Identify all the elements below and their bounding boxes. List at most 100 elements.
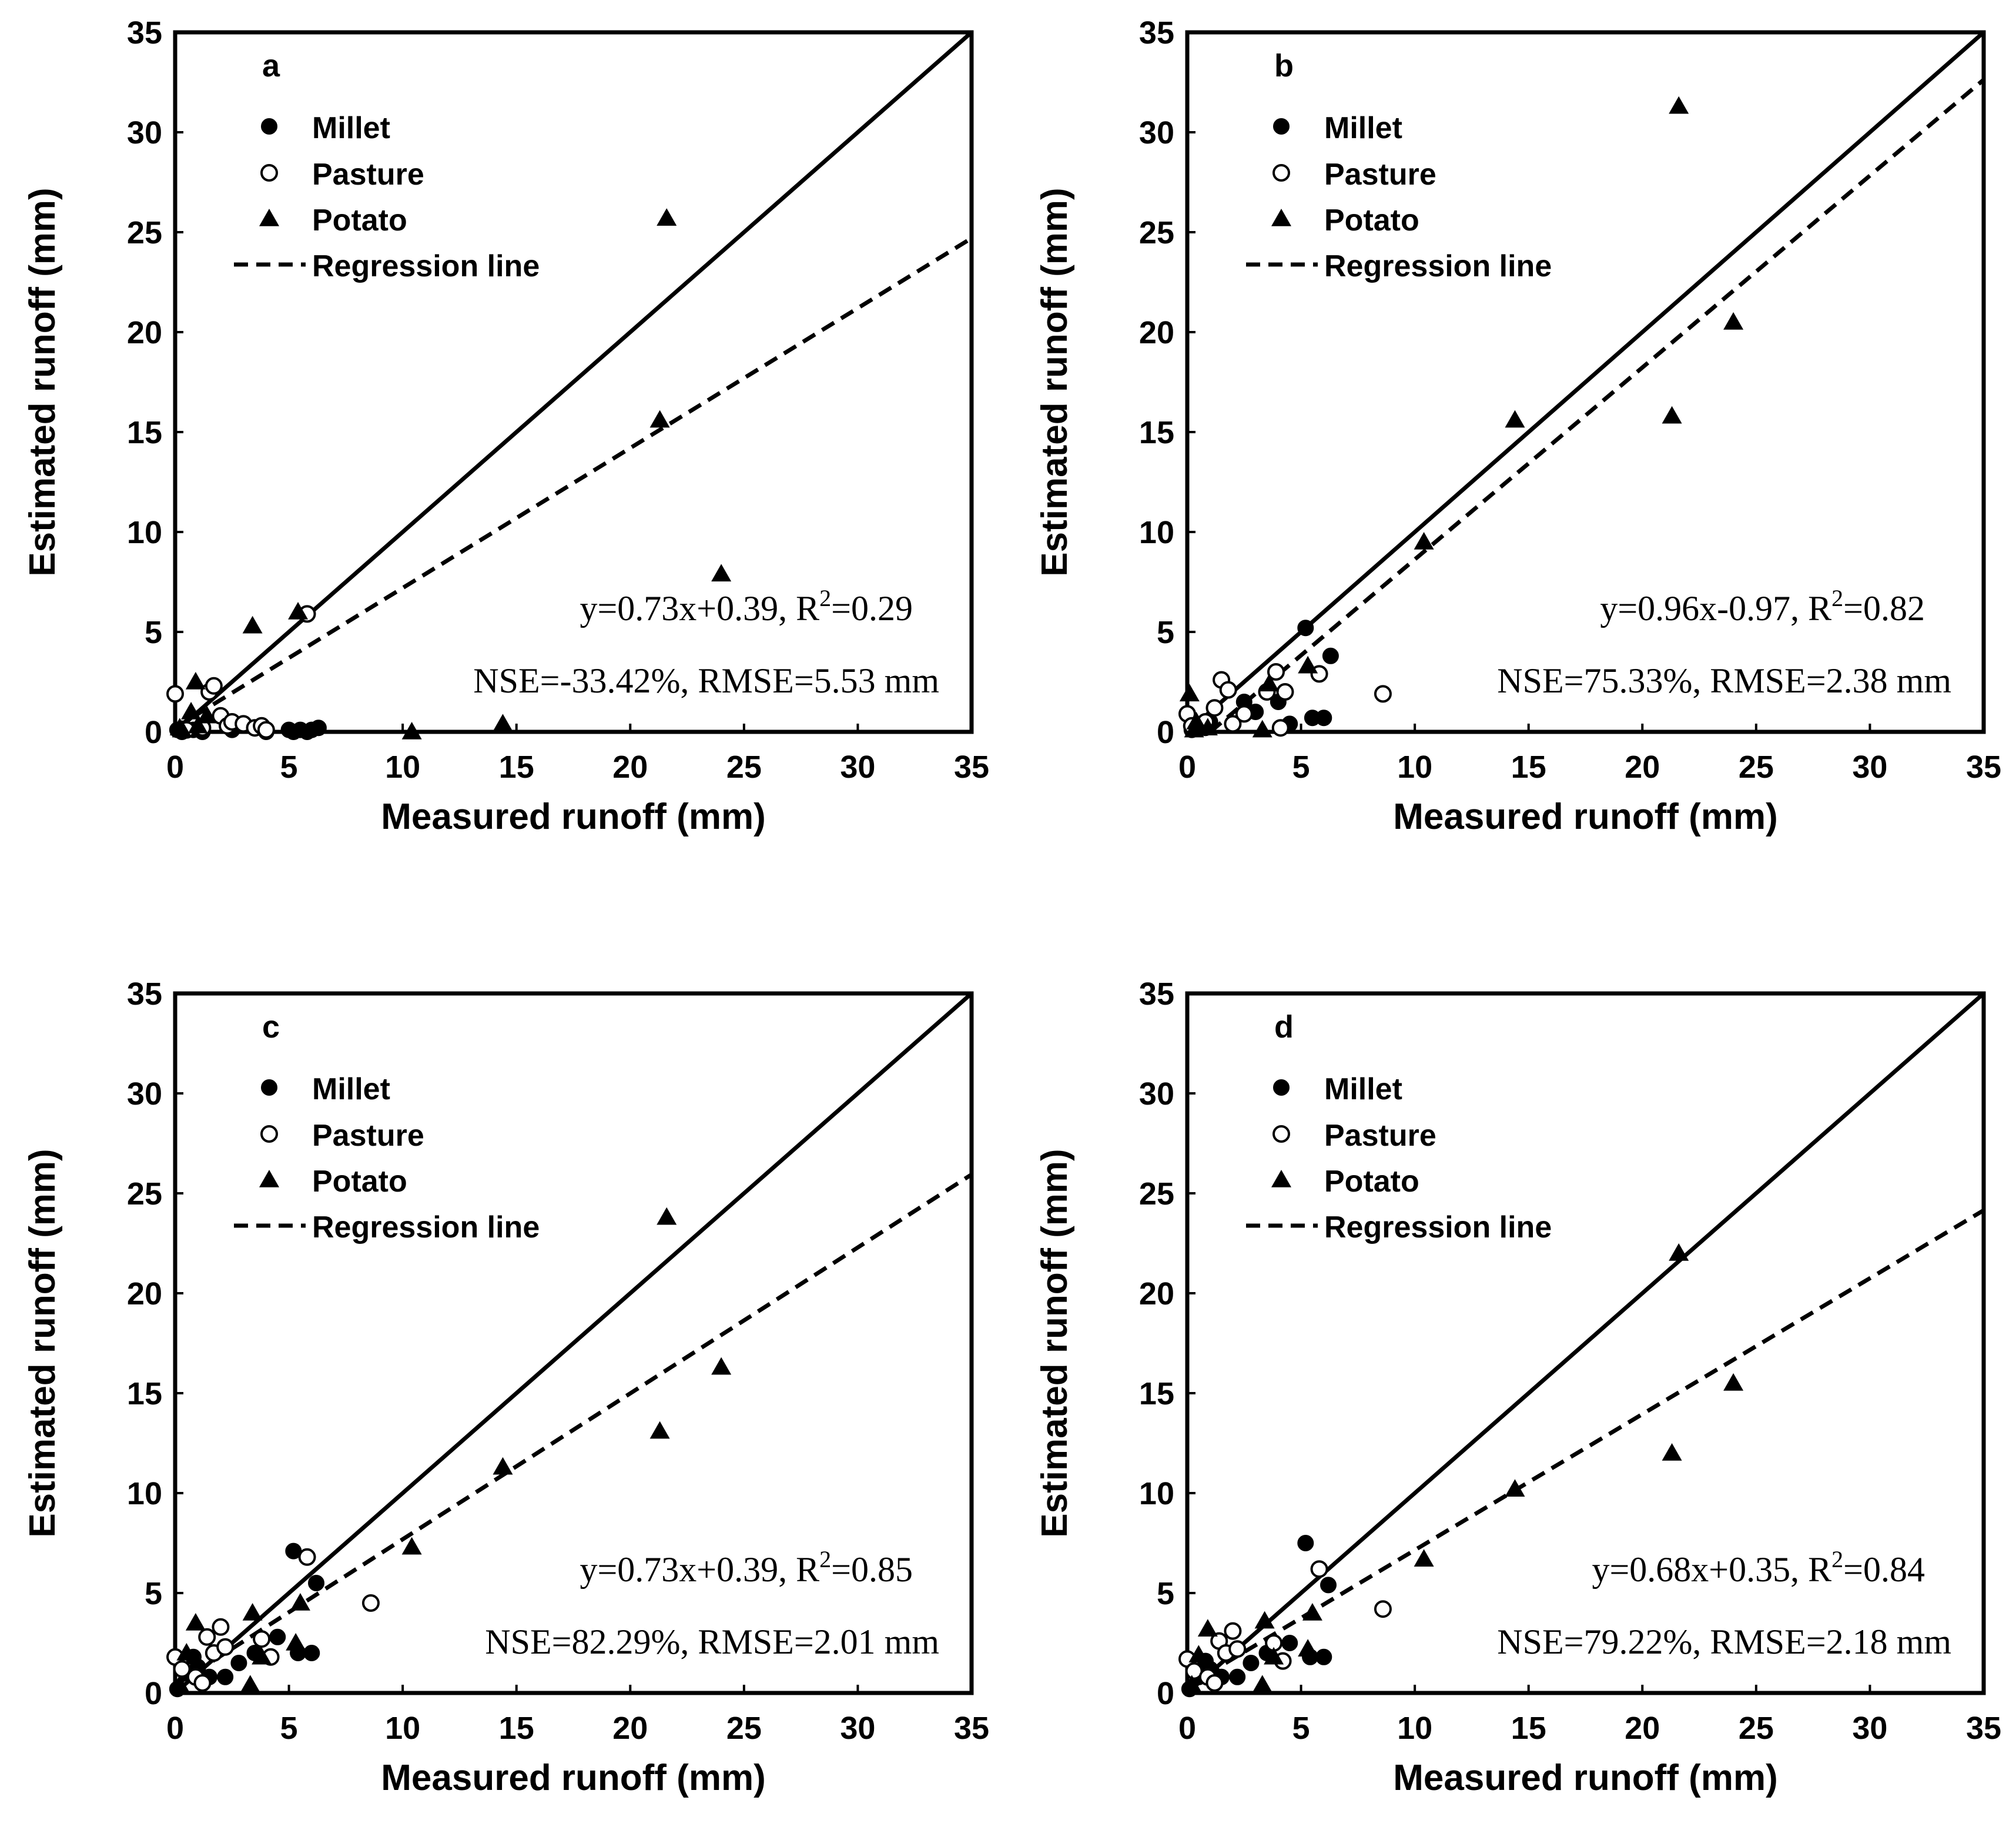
- panel-a-point-potato: [169, 718, 190, 735]
- panel-b-point-potato: [1414, 532, 1434, 550]
- panel-a-y-tick-label: 0: [145, 715, 162, 750]
- panel-a-x-tick-label: 20: [612, 749, 648, 785]
- panel-c-point-pasture: [361, 1594, 380, 1612]
- panel-c-point-potato: [711, 1357, 732, 1375]
- panel-d-point-potato: [1252, 1675, 1272, 1693]
- panel-b-legend-marker-pasture: [1272, 164, 1290, 182]
- panel-a-point-millet: [310, 720, 327, 737]
- panel-b-legend-marker-millet: [1273, 118, 1290, 135]
- panel-a-y-tick-label: 30: [127, 115, 162, 150]
- panel-a-x-tick-label: 30: [840, 749, 875, 785]
- panel-c-point-pasture: [253, 1630, 271, 1648]
- panel-c-x-tick-label: 20: [612, 1711, 648, 1746]
- panel-c-point-potato: [493, 1457, 513, 1475]
- panel-a-legend-label: Regression line: [312, 249, 540, 283]
- panel-a-fit-statistics: NSE=-33.42%, RMSE=5.53 mm: [473, 661, 939, 700]
- panel-d-point-potato: [1298, 1639, 1318, 1657]
- panel-a-legend-marker-pasture: [260, 164, 278, 182]
- panel-a-point-potato: [197, 705, 217, 724]
- panel-c-x-tick-label: 30: [840, 1711, 875, 1746]
- panel-d-point-potato: [1181, 1675, 1202, 1693]
- panel-d-legend-label: Potato: [1324, 1165, 1419, 1199]
- panel-a-x-tick-label: 5: [280, 749, 298, 785]
- panel-c-point-pasture: [193, 1674, 212, 1692]
- panel-a-x-tick-label: 35: [954, 749, 989, 785]
- panel-a-y-axis-title: Estimated runoff (mm): [22, 188, 63, 576]
- panel-a-point-potato: [187, 715, 208, 734]
- panel-b-point-pasture: [1276, 683, 1294, 701]
- panel-a-point-potato: [288, 602, 309, 620]
- panel-b-x-tick-label: 15: [1511, 749, 1546, 785]
- panel-a-legend-label: Potato: [312, 203, 407, 237]
- panel-a-y-tick-label: 5: [145, 615, 162, 650]
- panel-b-legend-label: Millet: [1324, 111, 1402, 145]
- panel-c-y-tick-label: 25: [127, 1176, 162, 1212]
- panel-b-point-potato: [1505, 410, 1525, 428]
- panel-b-point-pasture: [1267, 663, 1285, 681]
- panel-d-point-millet: [1243, 1655, 1260, 1671]
- panel-b-point-millet: [1315, 710, 1332, 727]
- panel-b-x-tick-label: 35: [1966, 749, 2001, 785]
- panel-c-y-tick-label: 35: [127, 976, 162, 1012]
- panel-b-fit-statistics: NSE=75.33%, RMSE=2.38 mm: [1497, 661, 1951, 700]
- panel-c-legend-marker-potato: [259, 1170, 279, 1187]
- panel-a-x-tick-label: 0: [166, 749, 184, 785]
- panel-d-point-potato: [1414, 1549, 1434, 1567]
- panel-b-legend-label: Potato: [1324, 203, 1419, 237]
- panel-b-x-tick-label: 25: [1739, 749, 1774, 785]
- panel-c-x-tick-label: 10: [385, 1711, 420, 1746]
- panel-a-y-tick-label: 35: [127, 15, 162, 51]
- panel-d-point-potato: [1302, 1603, 1322, 1621]
- panel-d-plot-frame: [1185, 991, 1986, 1695]
- panel-c-legend-marker-pasture: [260, 1125, 278, 1143]
- panel-d-point-millet: [1297, 1535, 1314, 1551]
- panel-c-letter: c: [262, 1009, 280, 1045]
- panel-d-x-tick-label: 20: [1625, 1711, 1660, 1746]
- panel-c-point-pasture: [173, 1660, 191, 1678]
- panel-c-point-millet: [303, 1645, 320, 1661]
- panel-c-x-tick-label: 0: [166, 1711, 184, 1746]
- panel-d-y-tick-label: 5: [1157, 1576, 1174, 1611]
- panel-a-point-potato: [493, 714, 513, 732]
- panel-d-x-tick-label: 25: [1739, 1711, 1774, 1746]
- panel-b-point-potato: [1197, 718, 1218, 735]
- panel-d-point-pasture: [1224, 1622, 1242, 1640]
- panel-c-point-potato: [185, 1613, 206, 1631]
- panel-c-point-pasture: [212, 1618, 230, 1636]
- panel-c-point-millet: [217, 1668, 234, 1685]
- panel-d-legend-label: Regression line: [1324, 1210, 1552, 1244]
- panel-b-point-potato: [1259, 674, 1280, 692]
- panel-b-letter: b: [1274, 48, 1294, 83]
- panel-c-point-millet: [230, 1655, 247, 1671]
- panel-c-regression-line: [175, 1173, 972, 1687]
- panel-b-point-potato: [1723, 312, 1744, 330]
- panel-c-y-tick-label: 20: [127, 1276, 162, 1311]
- panel-d-y-tick-label: 10: [1139, 1476, 1174, 1511]
- panel-c-point-pasture: [216, 1638, 235, 1656]
- panel-a-point-pasture: [257, 721, 275, 739]
- panel-a-point-potato: [649, 410, 670, 428]
- panel-b-plot-frame: [1185, 30, 1986, 734]
- panel-b-y-tick-label: 0: [1157, 715, 1174, 750]
- panel-b-regression-equation: y=0.96x-0.97, R2=0.82: [1600, 585, 1925, 628]
- panel-d-letter: d: [1274, 1009, 1294, 1045]
- panel-a-point-potato: [242, 615, 263, 634]
- panel-c-legend-label: Millet: [312, 1072, 390, 1106]
- panel-c-y-tick-label: 5: [145, 1576, 162, 1611]
- panel-b-point-millet: [1322, 647, 1339, 664]
- panel-d-x-tick-label: 5: [1292, 1711, 1310, 1746]
- panel-c-point-potato: [240, 1675, 260, 1693]
- panel-a-point-pasture: [166, 685, 184, 703]
- panel-d-point-potato: [1264, 1647, 1284, 1665]
- panel-c-legend-label: Potato: [312, 1165, 407, 1199]
- panel-d-point-pasture: [1228, 1640, 1247, 1658]
- panel-b-point-potato: [1669, 96, 1689, 114]
- panel-c-one-to-one-line: [175, 993, 972, 1693]
- panel-d-y-tick-label: 0: [1157, 1676, 1174, 1711]
- panel-a: 0 5 10 15 20 25 30 35 0 5 10 15 20 25 30 35 Measured run…: [22, 15, 989, 837]
- panel-c-x-tick-label: 35: [954, 1711, 989, 1746]
- panel-d-point-potato: [1505, 1479, 1525, 1497]
- panel-b-x-tick-label: 0: [1178, 749, 1196, 785]
- panel-b-point-potato: [1184, 720, 1204, 738]
